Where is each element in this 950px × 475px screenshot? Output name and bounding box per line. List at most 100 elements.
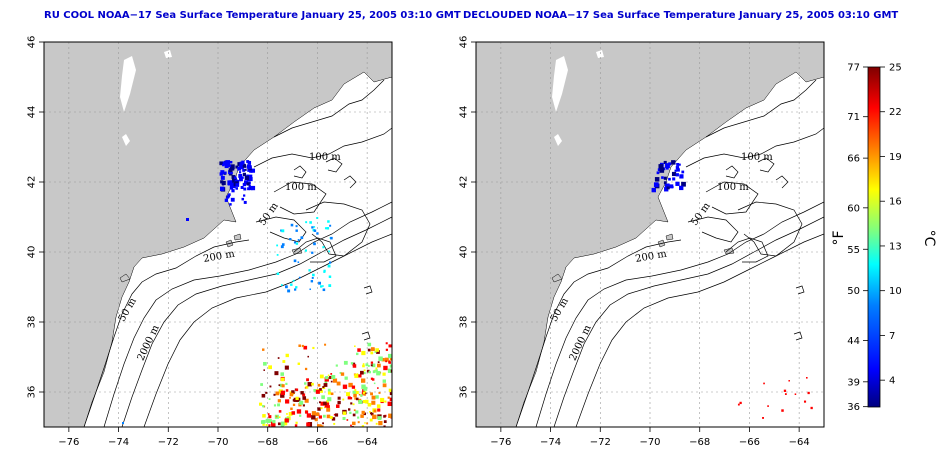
sst-pixel bbox=[286, 413, 288, 415]
sst-pixel bbox=[326, 414, 331, 419]
sst-pixel bbox=[327, 391, 332, 395]
sst-pixel bbox=[672, 177, 676, 181]
panel-title-declouded: DECLOUDED NOAA−17 Sea Surface Temperatur… bbox=[463, 10, 899, 21]
lon-tick-label: −70 bbox=[207, 437, 228, 448]
sst-pixel bbox=[377, 408, 381, 412]
lat-tick-label: 40 bbox=[459, 246, 470, 259]
sst-pixel bbox=[276, 254, 279, 256]
sst-pixel bbox=[284, 418, 289, 423]
sst-pixel bbox=[385, 348, 388, 351]
sst-pixel bbox=[368, 370, 371, 374]
sst-pixel bbox=[329, 224, 332, 227]
sst-pixel bbox=[282, 360, 286, 363]
contour-label-100m-north: 100 m bbox=[309, 152, 341, 163]
sst-pixel bbox=[295, 229, 298, 232]
sst-pixel bbox=[375, 422, 378, 425]
sst-pixel bbox=[275, 415, 278, 418]
sst-pixel bbox=[321, 395, 325, 399]
sst-pixel bbox=[247, 160, 252, 165]
sst-pixel bbox=[671, 160, 676, 165]
sst-pixel bbox=[388, 344, 392, 348]
sst-pixel bbox=[675, 173, 679, 177]
sst-pixel bbox=[262, 414, 266, 418]
sst-pixel bbox=[387, 401, 392, 407]
colorbar-c-tick-label: 10 bbox=[889, 286, 902, 297]
isobath-line bbox=[103, 201, 392, 427]
sst-pixel bbox=[311, 411, 316, 416]
sst-pixel bbox=[326, 227, 330, 230]
sst-pixel bbox=[280, 245, 284, 249]
sst-pixel bbox=[244, 175, 250, 181]
sst-pixel bbox=[262, 405, 265, 408]
sst-pixel bbox=[224, 164, 229, 169]
sst-pixel bbox=[243, 194, 246, 197]
sst-pixel bbox=[676, 162, 680, 166]
sst-pixel bbox=[311, 251, 314, 254]
sst-pixel bbox=[370, 412, 374, 416]
sst-pixel bbox=[375, 395, 379, 399]
sst-pixel bbox=[307, 355, 310, 358]
colorbar-f-tick-label: 44 bbox=[847, 336, 860, 347]
sst-pixel bbox=[810, 406, 813, 410]
colorbar-f-tick-label: 36 bbox=[847, 402, 860, 413]
sst-pixel bbox=[387, 368, 392, 373]
lat-tick-label: 46 bbox=[459, 36, 470, 49]
sst-pixel bbox=[354, 345, 356, 348]
isobath-line bbox=[255, 216, 307, 243]
sst-pixel bbox=[265, 418, 270, 423]
sst-pixel bbox=[295, 421, 298, 424]
sst-pixel bbox=[304, 382, 307, 385]
sst-pixel bbox=[657, 168, 661, 172]
sst-pixel bbox=[295, 286, 298, 289]
sst-pixel bbox=[313, 389, 317, 392]
sst-pixel bbox=[327, 264, 331, 268]
sst-pixel bbox=[361, 425, 365, 427]
sst-pixel bbox=[268, 424, 271, 427]
sst-pixel bbox=[679, 185, 684, 191]
sst-pixel bbox=[381, 357, 385, 362]
sst-pixel bbox=[332, 378, 338, 383]
colorbar-c-tick-label: 25 bbox=[889, 63, 902, 74]
sst-pixel bbox=[353, 393, 357, 398]
sst-pixel bbox=[356, 373, 359, 375]
sst-pixel bbox=[246, 174, 249, 177]
sst-pixel bbox=[658, 164, 664, 169]
sst-pixel bbox=[247, 174, 253, 180]
sst-pixel bbox=[383, 425, 386, 427]
map-axes: −76 −74 −72 −70 −68 −66 −64 36 38 40 42 44 46 bbox=[459, 36, 810, 448]
sst-pixel bbox=[384, 400, 387, 403]
sst-pixel bbox=[313, 226, 316, 228]
sst-pixel bbox=[388, 413, 392, 418]
lat-tick-label: 44 bbox=[27, 106, 38, 119]
sst-pixel bbox=[366, 422, 369, 425]
lake bbox=[552, 56, 568, 112]
sst-pixel bbox=[243, 200, 247, 204]
sst-pixel bbox=[364, 399, 369, 404]
sst-pixel bbox=[229, 160, 233, 164]
sst-pixel bbox=[235, 187, 238, 190]
sst-pixel bbox=[357, 416, 360, 419]
sst-pixel bbox=[324, 343, 327, 346]
sst-pixel bbox=[371, 363, 376, 368]
sst-pixel bbox=[273, 393, 276, 396]
isobath-line bbox=[363, 285, 373, 295]
sst-pixel bbox=[247, 169, 250, 172]
colorbar-f-tick-label: 71 bbox=[847, 112, 860, 123]
sst-pixel bbox=[289, 238, 292, 241]
sst-pixel bbox=[290, 283, 293, 286]
sst-pixel bbox=[231, 168, 235, 171]
sst-pixel bbox=[291, 411, 296, 415]
sst-pixel bbox=[272, 420, 276, 424]
sst-pixel bbox=[675, 166, 680, 170]
island bbox=[665, 233, 674, 241]
sst-pixel bbox=[280, 421, 286, 426]
sst-pixel bbox=[361, 350, 366, 356]
sst-pixel bbox=[242, 172, 246, 177]
sst-pixel bbox=[320, 407, 323, 410]
sst-pixel bbox=[317, 407, 321, 411]
sst-pixel bbox=[357, 348, 361, 352]
sst-pixel bbox=[385, 342, 388, 345]
sst-pixel bbox=[388, 361, 391, 364]
colorbar-fahrenheit-label: °F bbox=[831, 230, 847, 245]
